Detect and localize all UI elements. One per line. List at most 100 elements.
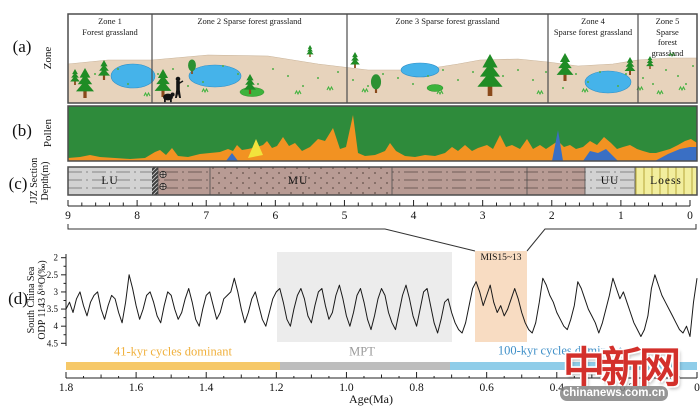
animal-figure [163, 92, 175, 103]
grass-dot [457, 79, 459, 81]
tree-trunk [248, 88, 252, 94]
depth-tick-label: 0 [687, 210, 693, 222]
panel-a-border [67, 13, 698, 104]
depth-tick-label: 3 [480, 210, 486, 222]
chinanews-logo-watermark: 中新网 [563, 346, 681, 392]
conifer-tree [352, 52, 358, 58]
conifer-tree [71, 72, 79, 78]
grass-dot [287, 75, 289, 77]
grass-tuft [143, 91, 151, 98]
depth-tick-label: 2 [549, 210, 555, 222]
conifer-tree [482, 54, 498, 68]
grass-dot [317, 77, 319, 79]
panel-d-axis-label: South China Sea ODP 1143 δ¹⁸O(‰) [26, 260, 48, 339]
tree-trunk [83, 89, 87, 98]
grass-tuft [678, 85, 686, 92]
landscape-scene [68, 14, 697, 103]
panel-d-letter: (d) [8, 289, 28, 308]
conifer-tree [70, 75, 80, 82]
panel-b-letter: (b) [12, 121, 32, 140]
grass-dot [397, 77, 399, 79]
mis15-13-shaded-box [475, 251, 527, 342]
depth-tick-label: 1 [618, 210, 624, 222]
grass-dot [222, 65, 224, 67]
zone-title-line: Zone 2 Sparse forest grassland [197, 16, 302, 26]
panel-c-letter: (c) [8, 174, 28, 193]
isotope-tick-label: 2.5 [47, 270, 59, 280]
unit-mu-upper2-pattern [527, 167, 585, 195]
conifer-tree [556, 64, 574, 75]
zone-title-line: Zone 4 [581, 16, 605, 26]
pollen-orange-area [68, 115, 697, 161]
age-tick-label: 0 [694, 382, 700, 394]
conifer-tree [76, 80, 94, 92]
conifer-tree [479, 63, 501, 77]
grass-tuft [581, 87, 589, 94]
tree-trunk [191, 69, 193, 74]
conifer-tree [246, 74, 254, 81]
panel-d-axis-label-line1: South China Sea [26, 266, 37, 334]
age-axis-label: Age(Ma) [349, 392, 393, 406]
band-label-100kyr: 100-kyr cycles dominant [497, 343, 623, 358]
age-tick-label: 1.0 [339, 382, 354, 394]
zone-3-title: Zone 3 Sparse forest grassland [395, 16, 499, 27]
unit-loess-pattern [635, 167, 697, 195]
chinanews-url-watermark: chinanews.com.cn [560, 386, 668, 401]
pollen-yellow-peak [248, 139, 263, 158]
d18o-curve [65, 274, 698, 337]
age-tick-label: 1.2 [269, 382, 284, 394]
grass-dot [337, 71, 339, 73]
mpt-shaded-box [277, 252, 452, 342]
panel-b-axis-label: Pollen [41, 118, 54, 148]
panel-a-letter: (a) [12, 37, 32, 56]
grass-tuft [436, 89, 444, 96]
depth-tick-label: 4 [411, 210, 417, 222]
panel-d-axis-label-line2: ODP 1143 δ¹⁸O(‰) [37, 260, 48, 340]
conifer-tree [244, 82, 256, 90]
tree-trunk [102, 74, 106, 80]
isotope-curve [65, 274, 698, 337]
grass-dot [617, 85, 619, 87]
age-tick-label: 0.6 [479, 382, 494, 394]
grass-dot [127, 83, 129, 85]
grass-tuft [536, 89, 544, 96]
bar-100kyr-cycles [450, 362, 697, 370]
pollen-blue-peak [226, 153, 238, 161]
zone-title-line: Zone 5 [655, 16, 680, 26]
conifer-tree [306, 50, 314, 55]
depth-tick-label: 6 [272, 210, 278, 222]
conifer-tree [77, 74, 93, 85]
grass-tuft [326, 85, 334, 92]
tree-trunk [649, 65, 651, 69]
conifer-tree [625, 60, 635, 67]
grass-dot [575, 73, 577, 75]
unit-label-lu: LU [101, 175, 119, 187]
lake [400, 62, 440, 78]
grass-dot [172, 68, 174, 70]
pollen-blue-peak [583, 149, 618, 161]
conifer-tree [99, 64, 109, 71]
tree-trunk [74, 80, 76, 85]
isotope-tick-label: 3 [54, 287, 59, 297]
sample-symbols [159, 170, 167, 191]
broadleaf-tree [370, 74, 382, 90]
grass-dot [302, 85, 304, 87]
grass-dot [472, 71, 474, 73]
panel-c-axis-label-line1: JJZ Section [29, 157, 40, 205]
conifer-tree [477, 71, 503, 87]
unit-mu-dotted-pattern [210, 167, 392, 195]
lake [110, 63, 156, 89]
conifer-tree [351, 55, 359, 61]
grass-dot [382, 73, 384, 75]
depth-tick-label: 5 [342, 210, 348, 222]
panel-c-axis-label-line2: Depth(m) [40, 161, 51, 201]
age-tick-label: 1.4 [199, 382, 214, 394]
unit-mu-upper1-pattern [392, 167, 527, 195]
pollen-blue-peak [552, 130, 563, 161]
grass-dot [562, 87, 564, 89]
axes: 98765432101.81.61.41.21.00.80.60.40.2022… [47, 200, 700, 394]
conifer-tree [646, 61, 654, 67]
grass-dot [545, 71, 547, 73]
grass-tuft [201, 87, 209, 94]
